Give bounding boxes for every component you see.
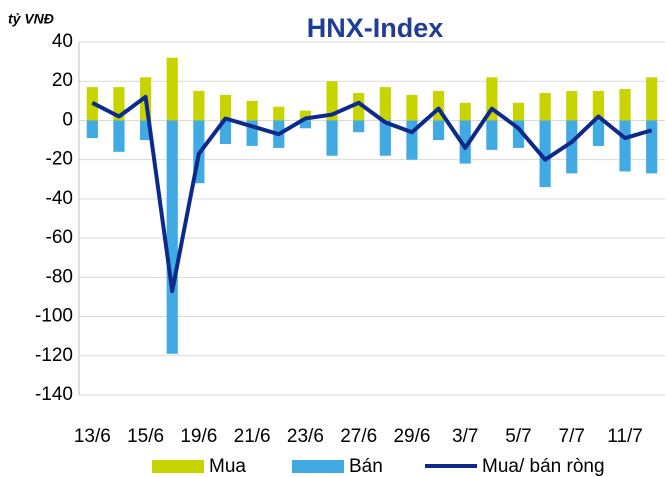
x-tick-label: 15/6 — [127, 426, 164, 447]
bar — [512, 102, 525, 121]
x-tick-label: 23/6 — [287, 426, 324, 447]
x-tick-label: 3/7 — [452, 426, 478, 447]
legend-label: Bán — [349, 456, 383, 477]
bar — [592, 91, 605, 121]
bar — [406, 94, 418, 121]
bar — [379, 87, 391, 121]
bar — [432, 120, 445, 141]
y-tick-label: -80 — [46, 266, 73, 287]
y-tick-label: -100 — [35, 306, 73, 327]
x-tick-label: 11/7 — [607, 426, 643, 447]
bar — [273, 106, 285, 121]
x-tick-label: 13/6 — [74, 426, 111, 447]
bar — [219, 94, 232, 121]
bar — [86, 120, 98, 139]
y-tick-label: -60 — [46, 227, 73, 248]
bar — [539, 92, 551, 121]
bar — [619, 120, 631, 172]
x-tick-label: 5/7 — [505, 426, 531, 447]
bar — [459, 120, 471, 164]
bar — [539, 120, 551, 188]
y-axis-label: tỷ VNĐ — [8, 11, 54, 27]
legend-label: Mua/ bán ròng — [482, 456, 605, 477]
bar — [113, 120, 125, 152]
bar — [353, 92, 365, 121]
x-tick-label: 29/6 — [393, 426, 430, 447]
bar — [566, 91, 578, 121]
x-tick-label: 27/6 — [340, 426, 377, 447]
bar — [592, 120, 605, 146]
bar — [353, 120, 365, 133]
bar — [299, 120, 312, 129]
bar — [646, 77, 658, 121]
line — [91, 94, 653, 294]
y-tick-label: -20 — [46, 149, 73, 170]
bar — [619, 89, 631, 121]
bar — [299, 110, 312, 121]
bar — [646, 120, 658, 174]
legend-swatch — [292, 460, 344, 473]
bar — [326, 81, 338, 121]
y-tick-label: -120 — [35, 345, 73, 366]
bar — [166, 120, 178, 354]
legend-label: Mua — [209, 456, 246, 477]
bar — [486, 77, 498, 121]
bar — [459, 102, 471, 121]
y-tick-label: -140 — [35, 384, 73, 405]
bar — [113, 87, 125, 121]
bar — [406, 120, 418, 160]
bar — [219, 120, 232, 144]
bar — [432, 91, 445, 121]
bar — [379, 120, 391, 156]
bar — [486, 120, 498, 150]
x-tick-label: 7/7 — [559, 426, 585, 447]
bar — [139, 120, 152, 141]
chart-title: HNX-Index — [307, 13, 444, 43]
x-tick-label: 19/6 — [180, 426, 217, 447]
bar — [246, 100, 258, 121]
bar — [246, 120, 258, 146]
bar — [326, 120, 338, 156]
y-tick-label: 20 — [52, 70, 73, 91]
y-tick-label: 40 — [52, 31, 73, 52]
y-tick-label: 0 — [62, 109, 73, 130]
bar — [566, 120, 578, 174]
x-tick-label: 21/6 — [234, 426, 271, 447]
legend-swatch — [152, 460, 204, 473]
bar — [193, 91, 205, 121]
bar — [512, 120, 525, 148]
y-tick-label: -40 — [46, 188, 73, 209]
bar — [166, 57, 178, 121]
